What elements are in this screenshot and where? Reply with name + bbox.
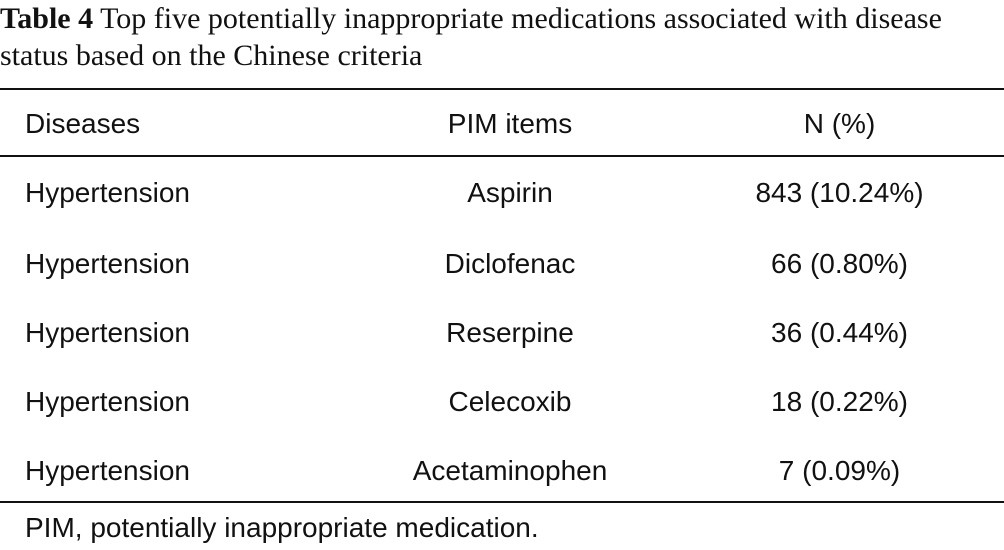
cell-pim-item: Aspirin: [467, 177, 553, 208]
cell-disease: Hypertension: [25, 247, 190, 279]
header-rule: [0, 155, 1004, 157]
header-pim-items: PIM items: [447, 107, 573, 139]
cell-n-percent: 843 (10.24%): [755, 177, 924, 208]
cell-disease: Hypertension: [25, 316, 190, 348]
table-label: Table 4: [0, 2, 94, 35]
bottom-rule: [0, 501, 1004, 503]
cell-pim-item: Reserpine: [446, 316, 574, 348]
table-row: Hypertension Diclofenac 66 (0.80%): [0, 229, 1004, 298]
cell-disease: Hypertension: [25, 454, 190, 486]
table-row: Hypertension Celecoxib 18 (0.22%): [0, 367, 1004, 436]
table-footnote: PIM, potentially inappropriate medicatio…: [25, 512, 539, 543]
cell-n-percent: 66 (0.80%): [771, 247, 908, 279]
table-header: Diseases PIM items N (%): [0, 90, 1004, 157]
cell-n-percent: 18 (0.22%): [771, 385, 908, 417]
header-diseases: Diseases: [25, 107, 141, 139]
cell-n-percent: 7 (0.09%): [778, 454, 901, 486]
table-row: Hypertension Acetaminophen 7 (0.09%): [0, 436, 1004, 505]
cell-disease: Hypertension: [25, 385, 190, 417]
header-row: Diseases PIM items N (%): [0, 90, 1004, 157]
table-body: Hypertension Aspirin 843 (10.24%) Hypert…: [0, 157, 1004, 505]
header-n-percent: N (%): [803, 107, 876, 139]
table-caption-text: Top five potentially inappropriate medic…: [0, 2, 942, 72]
cell-pim-item: Celecoxib: [448, 385, 572, 417]
table-caption: Table 4 Top five potentially inappropria…: [0, 0, 1004, 74]
table-row: Hypertension Reserpine 36 (0.44%): [0, 298, 1004, 367]
cell-pim-item: Diclofenac: [444, 247, 576, 279]
pim-table: Diseases PIM items N (%) Hypertension As…: [0, 90, 1004, 505]
cell-n-percent: 36 (0.44%): [771, 316, 908, 348]
table-row: Hypertension Aspirin 843 (10.24%): [0, 157, 1004, 229]
cell-pim-item: Acetaminophen: [412, 454, 608, 486]
cell-disease: Hypertension: [25, 177, 190, 208]
top-rule: [0, 88, 1004, 90]
